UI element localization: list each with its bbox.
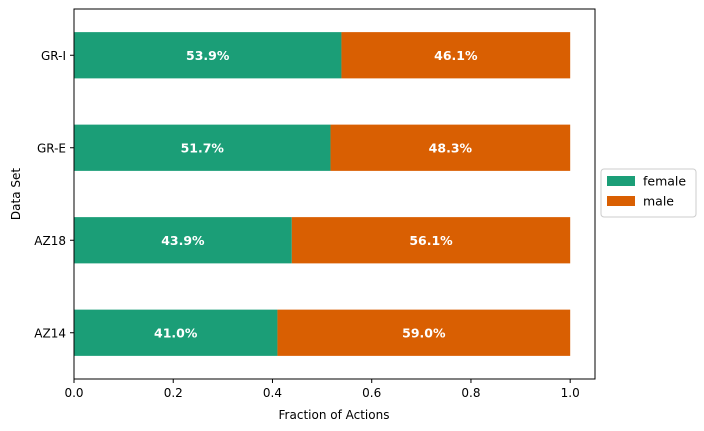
legend-swatch-male [607,196,635,206]
bar-female-GR-I [74,32,342,79]
plot-frame [73,8,596,380]
bar-male-GR-I [341,32,571,79]
bar-label-male-GR-I: 46.1% [434,48,478,63]
x-tick-label: 1.0 [561,386,580,400]
legend: female male [600,168,697,218]
x-tick-label: 0.6 [362,386,381,400]
bar-female-GR-E [74,124,331,171]
x-axis-label: Fraction of Actions [279,408,390,422]
y-tick-label: AZ18 [34,234,66,248]
y-axis-label: Data Set [9,168,23,220]
x-tick-label: 0.2 [164,386,183,400]
bar-label-female-GR-E: 51.7% [181,140,225,155]
bar-label-male-GR-E: 48.3% [429,140,473,155]
bar-male-AZ18 [291,217,571,264]
legend-label-male: male [643,194,674,209]
bar-labels-group: 53.9% 46.1% 51.7% 48.3% 43.9% 56.1% 41.0% 59.0% [154,48,478,341]
bars-group [74,32,571,356]
bar-female-AZ18 [74,217,292,264]
bar-female-AZ14 [74,309,278,356]
y-tick-label: AZ14 [34,326,66,340]
x-axis-ticks: 0.0 0.2 0.4 0.6 0.8 1.0 [64,379,580,400]
x-tick-label: 0.8 [461,386,480,400]
x-tick-label: 0.0 [64,386,83,400]
bar-label-male-AZ14: 59.0% [402,325,446,340]
x-tick-label: 0.4 [263,386,282,400]
bar-label-female-AZ14: 41.0% [154,325,198,340]
y-tick-label: GR-E [37,141,66,155]
bar-label-female-GR-I: 53.9% [186,48,230,63]
legend-label-female: female [643,174,686,189]
bar-male-GR-E [330,124,571,171]
bar-label-female-AZ18: 43.9% [161,233,205,248]
bar-label-male-AZ18: 56.1% [409,233,453,248]
y-axis-ticks: GR-I GR-E AZ18 AZ14 [34,49,74,340]
legend-swatch-female [607,176,635,186]
y-tick-label: GR-I [41,49,66,63]
bar-male-AZ14 [277,309,571,356]
